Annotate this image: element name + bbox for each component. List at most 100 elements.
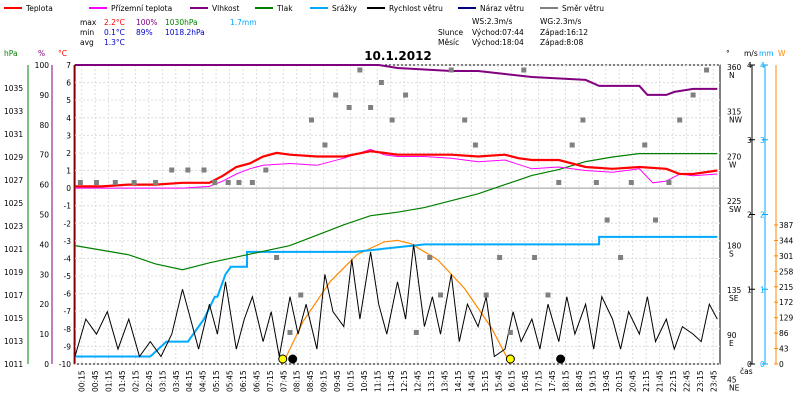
temp-tick: 6	[66, 79, 71, 88]
temp-tick: -3	[64, 237, 72, 246]
wind-direction-mark	[403, 92, 409, 98]
moon-label: Měsíc	[438, 38, 459, 47]
wind-direction-mark	[593, 180, 599, 185]
time-tick: 01:15	[105, 370, 114, 392]
time-tick: 08:45	[306, 370, 315, 392]
wind-direction-mark	[153, 180, 159, 185]
pct-tick: 0	[44, 360, 49, 369]
pct-axis-label: %	[38, 49, 45, 58]
time-tick: 19:45	[602, 370, 611, 392]
time-tick: 01:45	[118, 370, 127, 392]
time-tick: 18:45	[575, 370, 584, 392]
hpa-tick: 1011	[4, 360, 23, 369]
time-tick: 19:15	[588, 370, 597, 392]
wind-direction-mark	[263, 167, 269, 173]
wind-direction-mark	[604, 217, 610, 223]
dir-tick-deg: 45	[727, 375, 737, 384]
time-tick: 11:15	[373, 370, 382, 392]
hpa-tick: 1033	[4, 107, 23, 116]
wind-direction-mark	[298, 292, 304, 298]
wind-direction-mark	[666, 180, 672, 185]
dir-tick-name: NE	[729, 383, 740, 392]
pct-tick: 60	[39, 181, 49, 190]
pct-tick: 40	[39, 240, 49, 249]
temp-axis-label: °C	[58, 49, 67, 58]
moon-set: Západ:8:08	[540, 38, 583, 47]
chart-title: 10.1.2012	[364, 49, 432, 63]
time-tick: 20:15	[615, 370, 624, 392]
plot-area	[74, 64, 721, 365]
temp-tick: -9	[64, 342, 72, 351]
time-tick: 08:15	[293, 370, 302, 392]
temp-tick: -10	[59, 360, 71, 369]
series-pressure	[74, 153, 718, 271]
wm2-tick: 0	[779, 360, 784, 369]
time-tick: 04:15	[185, 370, 194, 392]
pct-tick: 80	[39, 121, 49, 130]
stat-press-min: 1018.2hPa	[165, 28, 205, 37]
time-tick: 18:15	[561, 370, 570, 392]
time-tick: 09:45	[333, 370, 342, 392]
dir-tick-name: SW	[729, 205, 742, 214]
time-tick: 14:15	[454, 370, 463, 392]
hpa-tick: 1015	[4, 314, 23, 323]
mm-tick: 2	[760, 211, 765, 220]
pct-tick: 70	[39, 151, 49, 160]
time-tick: 21:45	[656, 370, 665, 392]
moon-marker	[288, 354, 298, 364]
sun-label: Slunce	[438, 28, 463, 37]
time-tick: 14:45	[467, 370, 476, 392]
legend-label: Náraz větru	[480, 4, 524, 13]
mm-tick: 1	[760, 285, 765, 294]
temp-tick: 7	[66, 61, 71, 70]
wind-direction-mark	[580, 117, 586, 123]
sun-set: Západ:16:12	[540, 28, 588, 37]
series-wind-speed	[74, 244, 718, 358]
temp-tick: -4	[64, 254, 72, 263]
dir-tick-name: NW	[729, 116, 743, 125]
stat-rain-max: 1.7mm	[230, 18, 257, 27]
wind-speed-info: WS:2.3m/s	[472, 17, 512, 26]
time-tick: 06:45	[252, 370, 261, 392]
mm-tick: 0	[760, 360, 765, 369]
wind-direction-mark	[448, 67, 454, 73]
pct-tick: 100	[35, 61, 50, 70]
time-tick: 05:45	[226, 370, 235, 392]
wind-direction-mark	[532, 255, 538, 260]
moon-rise: Východ:18:04	[472, 38, 524, 47]
dir-tick-deg: 180	[727, 242, 742, 251]
dir-tick-deg: 360	[727, 63, 742, 72]
time-tick: 12:15	[400, 370, 409, 392]
series-solar	[282, 239, 511, 365]
wind-direction-mark	[169, 167, 175, 173]
legend-label: Srážky	[332, 4, 357, 13]
time-tick: 17:45	[548, 370, 557, 392]
dir-tick-name: E	[729, 339, 734, 348]
hpa-tick: 1035	[4, 84, 23, 93]
wm2-tick: 387	[779, 221, 794, 230]
time-tick: 10:15	[346, 370, 355, 392]
legend-label: Směr větru	[562, 4, 604, 13]
mm-axis-label: mm	[759, 49, 774, 58]
wind-direction-mark	[112, 180, 118, 185]
wind-direction-mark	[628, 180, 634, 185]
wind-direction-mark	[94, 180, 99, 185]
wind-direction-mark	[690, 92, 696, 98]
wind-direction-mark	[322, 142, 328, 148]
wind-direction-mark	[185, 167, 191, 173]
wind-gust-info: WG:2.3m/s	[540, 17, 582, 26]
time-tick: 09:15	[320, 370, 329, 392]
wind-direction-mark	[368, 105, 374, 110]
pct-tick: 50	[39, 211, 49, 220]
time-tick: 03:45	[172, 370, 181, 392]
time-tick: 15:15	[481, 370, 490, 392]
time-tick: 05:15	[212, 370, 221, 392]
stat-hum-max: 100%	[136, 18, 157, 27]
stat-temp-max: 2.2°C	[104, 18, 125, 27]
stat-label: min	[80, 28, 94, 37]
time-tick: 07:15	[266, 370, 275, 392]
legend-label: Rychlost větru	[389, 4, 443, 13]
time-tick: 02:45	[145, 370, 154, 392]
